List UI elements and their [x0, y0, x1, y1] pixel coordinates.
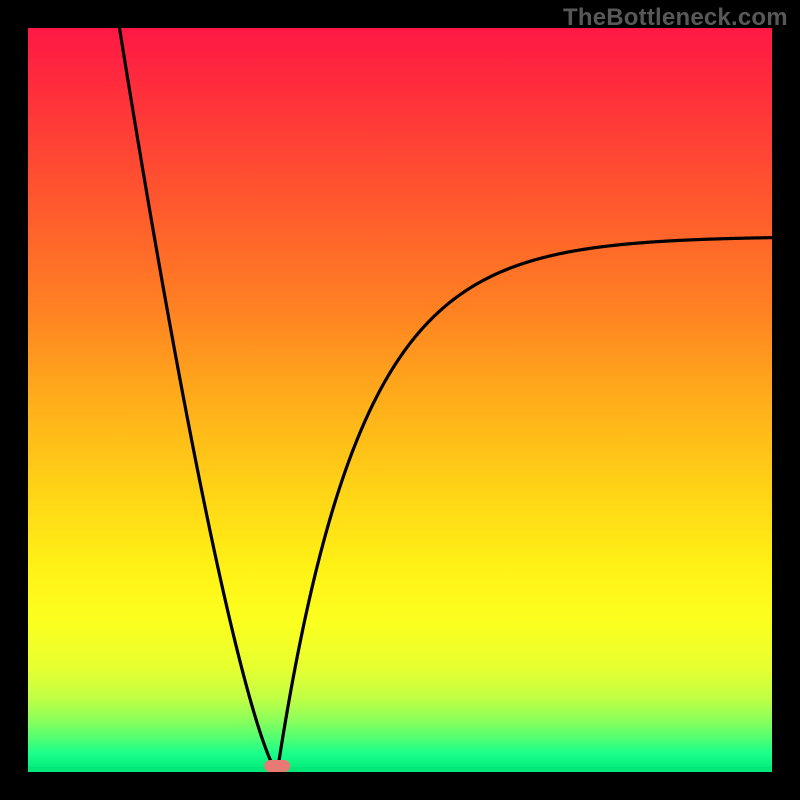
chart-frame	[28, 28, 772, 772]
bottleneck-chart	[28, 28, 772, 772]
watermark-text: TheBottleneck.com	[563, 4, 788, 32]
chart-background	[28, 28, 772, 772]
optimal-point-marker	[264, 760, 290, 772]
chart-baseline	[28, 767, 772, 772]
